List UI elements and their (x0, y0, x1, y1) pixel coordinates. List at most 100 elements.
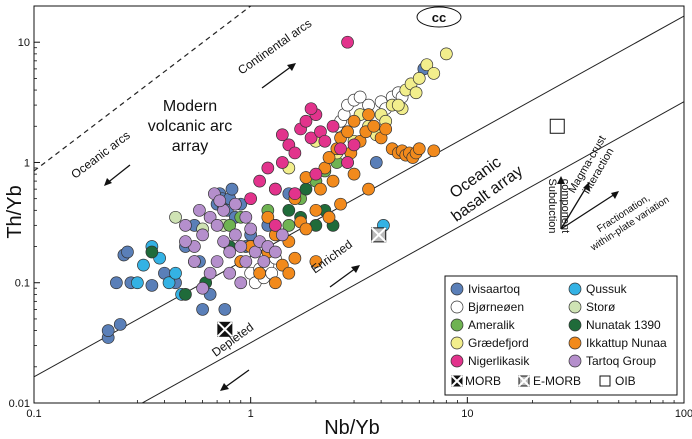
data-point (322, 210, 336, 224)
depleted-arrowhead (220, 383, 229, 391)
data-point (347, 138, 361, 152)
oib-marker (549, 118, 565, 134)
legend-swatch (568, 300, 582, 314)
data-point (188, 255, 201, 268)
y-tick-label: 10 (18, 37, 30, 49)
x-tick-label: 10 (461, 408, 473, 420)
morb-marker (217, 321, 233, 338)
legend-swatch (450, 282, 464, 296)
data-point (322, 151, 336, 164)
data-point (412, 142, 426, 156)
data-point (239, 255, 253, 268)
depleted-label: Depleted (209, 320, 256, 360)
data-points (101, 35, 453, 344)
oceanic-arcs-arrowhead (104, 178, 112, 186)
y-tick-label: 0.1 (15, 278, 30, 290)
data-point (362, 182, 375, 196)
data-point (193, 203, 206, 217)
y-tick-label: 0.01 (9, 398, 30, 410)
data-point (253, 266, 266, 280)
oceanic-arcs-arrow (105, 164, 131, 185)
data-point (282, 203, 296, 217)
data-point (179, 288, 192, 301)
fractionation-vector (560, 193, 616, 230)
legend-swatch (450, 300, 464, 314)
subduction-line1: Subduction (546, 178, 558, 233)
legend-swatch (568, 354, 582, 368)
arc-array-dashed-line (34, 6, 252, 172)
legend-label: Bjørneøen (468, 300, 524, 314)
data-point (169, 210, 182, 224)
data-point (179, 219, 192, 232)
legend: Ivisaartoq Qussuk Bjørneøen Storø Ameralik Nu… (444, 275, 678, 396)
data-point (439, 47, 453, 61)
modern-arc-line3: array (172, 138, 208, 155)
data-point (169, 266, 182, 280)
fractionation-group: Fractionation,within-plate variation (588, 193, 671, 254)
legend-emorb-label: E-MORB (533, 374, 581, 388)
legend-morb-marker (451, 375, 463, 387)
data-point (196, 303, 209, 316)
data-point (229, 228, 242, 242)
data-point (299, 114, 313, 128)
legend-swatch (450, 336, 464, 350)
data-point (347, 167, 361, 181)
data-point (210, 255, 224, 268)
data-point (269, 276, 282, 290)
data-point (282, 266, 296, 280)
legend-emorb-marker (518, 375, 530, 387)
series-tartoq-group (179, 187, 289, 295)
data-point (379, 122, 393, 136)
data-point (196, 228, 209, 242)
series-ikkattup-nunaa (234, 108, 441, 290)
data-point (362, 108, 375, 121)
data-point (269, 245, 282, 259)
data-point (353, 90, 367, 104)
data-point (223, 245, 237, 259)
data-point (275, 156, 289, 169)
data-point (137, 258, 150, 272)
data-point (113, 318, 127, 331)
data-point (234, 240, 248, 253)
oceanic-arcs-label: Oceanic arcs (68, 128, 132, 181)
legend-swatch (568, 282, 582, 296)
data-point (304, 131, 318, 145)
data-point (334, 142, 347, 156)
data-point (179, 235, 192, 248)
data-point (131, 276, 144, 290)
magma-crust-vector-head (583, 182, 590, 191)
legend-swatch (450, 354, 464, 368)
series-nigerlikasik (244, 35, 361, 232)
continental-arcs-group: Continental arcs (235, 16, 314, 77)
data-point (162, 276, 176, 290)
modern-arc-line1: Modern (163, 98, 217, 115)
morb-marker-cross-b (217, 321, 233, 338)
subduction-group: Subduction component (546, 178, 571, 233)
reference-lines (34, 6, 684, 403)
mantle-array-lower-line (141, 101, 684, 403)
emorb-marker (371, 227, 387, 243)
legend-morb-marker-cross-b (451, 375, 463, 387)
data-point (253, 174, 266, 188)
legend-label: Storø (586, 300, 616, 314)
data-point (347, 114, 361, 128)
legend-swatch (568, 336, 582, 350)
data-point (326, 119, 340, 133)
data-point (239, 210, 253, 224)
legend-label: Qussuk (586, 282, 628, 296)
data-point (369, 156, 383, 169)
data-point (427, 67, 441, 80)
data-point (257, 255, 271, 268)
data-point (145, 245, 159, 259)
enriched-arrow (329, 267, 357, 288)
legend-label: Grædefjord (468, 336, 529, 350)
depleted-arrow (223, 369, 250, 389)
data-point (110, 276, 123, 290)
data-point (223, 266, 237, 280)
data-point (203, 210, 217, 224)
enriched-arrowhead (351, 265, 360, 273)
continental-arcs-label: Continental arcs (235, 16, 314, 77)
